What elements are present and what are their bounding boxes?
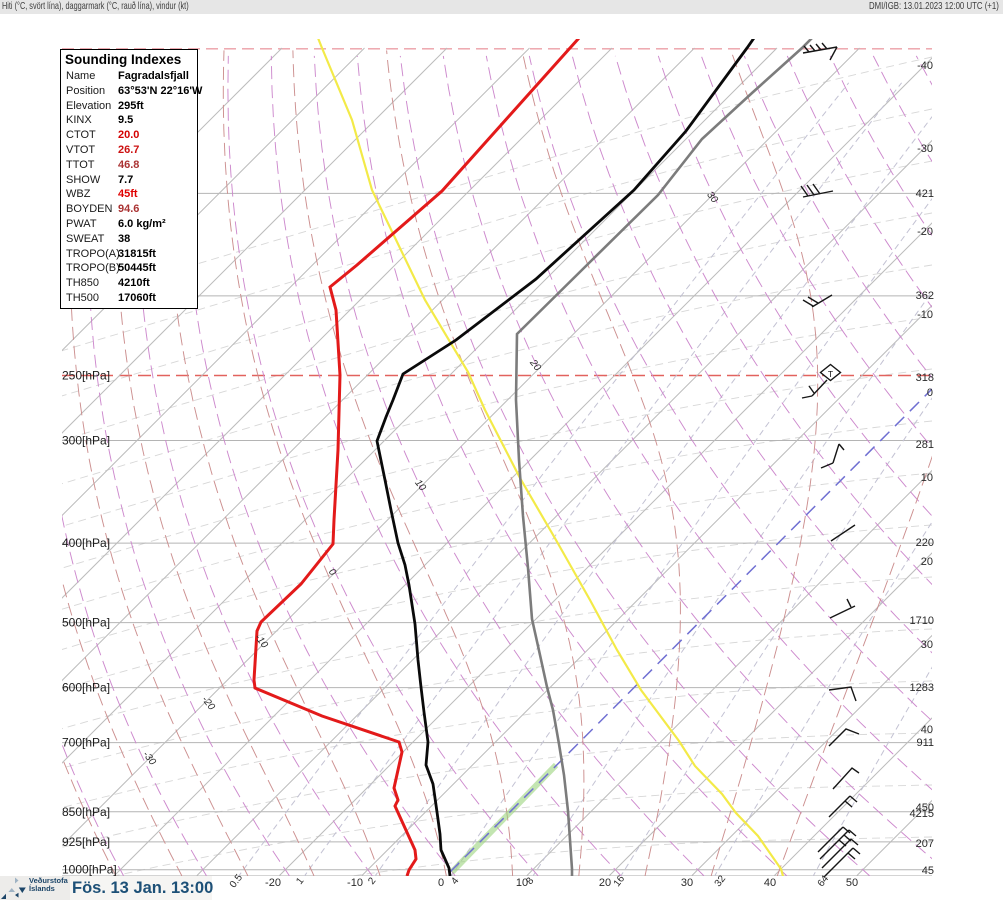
svg-text:450: 450 [916, 802, 934, 814]
svg-text:1: 1 [294, 875, 306, 887]
svg-text:925[hPa]: 925[hPa] [62, 835, 110, 849]
svg-text:2: 2 [366, 875, 378, 887]
svg-text:400[hPa]: 400[hPa] [62, 536, 110, 550]
svg-text:20: 20 [921, 556, 933, 568]
svg-text:20: 20 [527, 357, 543, 374]
svg-text:10: 10 [921, 472, 933, 484]
svg-text:20: 20 [599, 877, 611, 889]
svg-text:-20: -20 [265, 877, 281, 889]
svg-text:500[hPa]: 500[hPa] [62, 616, 110, 630]
svg-text:-40: -40 [917, 60, 933, 72]
svg-text:600[hPa]: 600[hPa] [62, 681, 110, 695]
svg-text:850[hPa]: 850[hPa] [62, 805, 110, 819]
svg-text:362: 362 [916, 290, 934, 302]
svg-text:45: 45 [922, 865, 934, 877]
svg-text:50: 50 [846, 877, 858, 889]
svg-text:300[hPa]: 300[hPa] [62, 434, 110, 448]
svg-text:4: 4 [449, 875, 461, 887]
svg-text:30: 30 [921, 639, 933, 651]
svg-text:1283: 1283 [910, 682, 934, 694]
svg-text:10: 10 [412, 478, 428, 494]
svg-text:40: 40 [921, 724, 933, 736]
svg-text:0: 0 [326, 567, 338, 579]
svg-text:30: 30 [681, 877, 693, 889]
svg-text:220: 220 [916, 537, 934, 549]
svg-text:10: 10 [516, 877, 528, 889]
svg-text:8: 8 [524, 875, 536, 887]
svg-text:1000[hPa]: 1000[hPa] [62, 863, 117, 877]
svg-text:0.5: 0.5 [228, 872, 245, 890]
svg-text:250[hPa]: 250[hPa] [62, 369, 110, 383]
svg-text:1710: 1710 [910, 615, 934, 627]
svg-text:-10: -10 [917, 309, 933, 321]
svg-text:-10: -10 [347, 877, 363, 889]
svg-text:4215: 4215 [910, 808, 934, 820]
svg-text:700[hPa]: 700[hPa] [62, 736, 110, 750]
svg-text:207: 207 [916, 838, 934, 850]
svg-text:0: 0 [927, 387, 933, 399]
svg-text:281: 281 [916, 439, 934, 451]
svg-text:-20: -20 [199, 694, 217, 713]
svg-text:-20: -20 [917, 226, 933, 238]
svg-text:30: 30 [704, 190, 720, 206]
svg-text:318: 318 [916, 372, 934, 384]
svg-text:T: T [828, 369, 833, 379]
svg-text:0: 0 [438, 877, 444, 889]
svg-text:911: 911 [916, 737, 934, 749]
svg-text:-30: -30 [917, 143, 933, 155]
svg-text:421: 421 [916, 188, 934, 200]
svg-text:40: 40 [764, 877, 776, 889]
